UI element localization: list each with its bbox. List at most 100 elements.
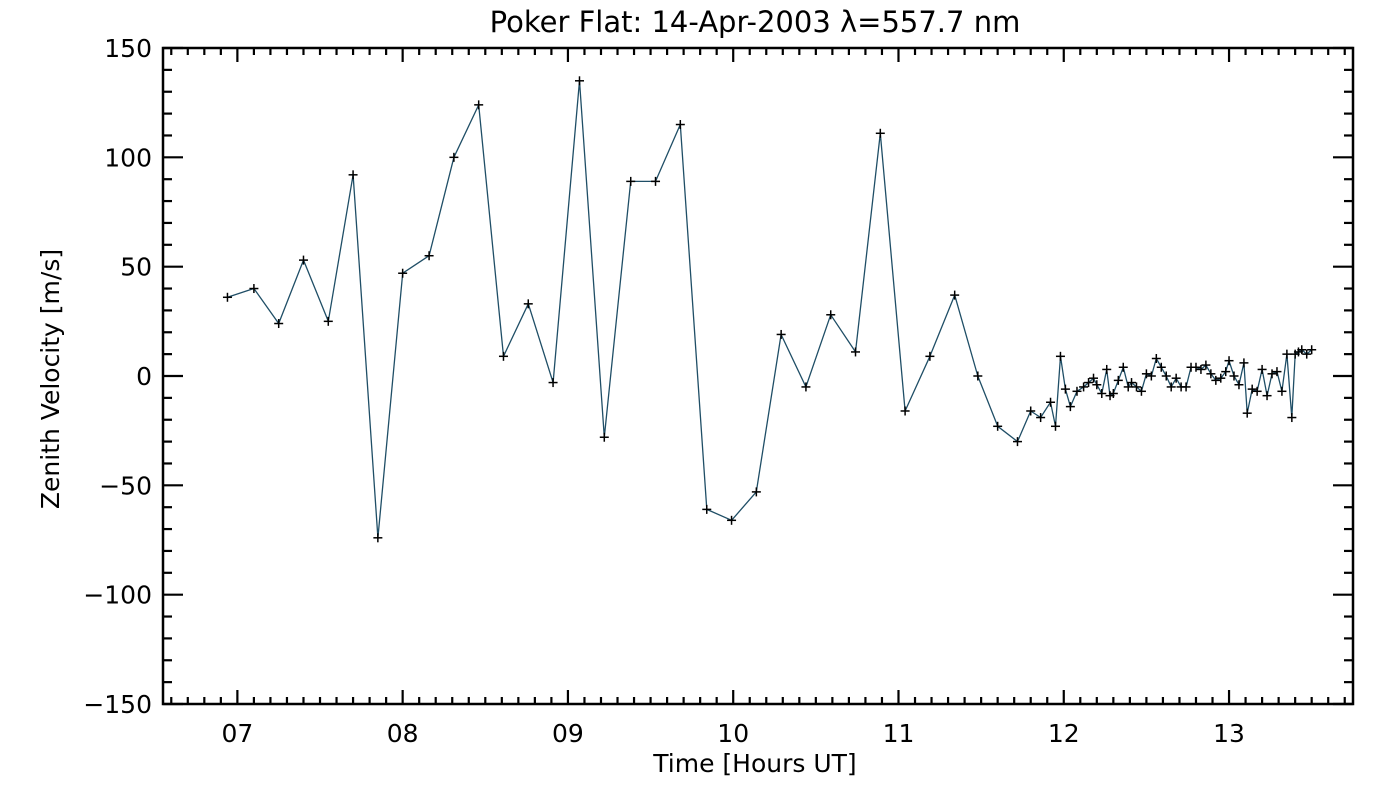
data-point-marker bbox=[222, 292, 232, 302]
data-point-marker bbox=[826, 310, 836, 320]
data-point-marker bbox=[900, 406, 910, 416]
data-point-marker bbox=[1252, 386, 1262, 396]
data-point-marker bbox=[1191, 362, 1201, 372]
x-tick-label: 13 bbox=[1213, 719, 1245, 748]
x-tick-label: 07 bbox=[221, 719, 253, 748]
data-point-marker bbox=[1302, 349, 1312, 359]
data-point-marker bbox=[348, 170, 358, 180]
data-point-marker bbox=[851, 347, 861, 357]
data-point-marker bbox=[1307, 345, 1317, 355]
data-point-marker bbox=[1079, 382, 1089, 392]
data-point-marker bbox=[1247, 384, 1257, 394]
data-point-marker bbox=[1156, 362, 1166, 372]
data-point-marker bbox=[498, 351, 508, 361]
data-point-marker bbox=[1151, 354, 1161, 364]
data-point-marker bbox=[1277, 386, 1287, 396]
data-point-marker bbox=[1026, 406, 1036, 416]
data-point-marker bbox=[1272, 367, 1282, 377]
y-axis-label: Zenith Velocity [m/s] bbox=[36, 249, 65, 509]
data-point-marker bbox=[1089, 373, 1099, 383]
data-point-marker bbox=[1221, 367, 1231, 377]
data-point-marker bbox=[1224, 356, 1234, 366]
data-point-marker bbox=[575, 76, 584, 86]
data-point-marker bbox=[323, 316, 333, 326]
data-point-marker bbox=[1242, 408, 1252, 418]
data-point-marker bbox=[1060, 384, 1070, 394]
data-point-marker bbox=[973, 371, 983, 381]
y-tick-label: 150 bbox=[104, 34, 152, 63]
y-tick-label: −100 bbox=[83, 581, 152, 610]
data-point-marker bbox=[1234, 380, 1244, 390]
data-point-marker bbox=[1036, 413, 1046, 423]
data-point-marker bbox=[1206, 369, 1216, 379]
y-tick-label: −150 bbox=[83, 690, 152, 719]
data-point-marker bbox=[298, 255, 308, 265]
x-tick-label: 11 bbox=[883, 719, 915, 748]
data-point-marker bbox=[1287, 413, 1297, 423]
data-point-marker bbox=[1181, 382, 1191, 392]
data-point-marker bbox=[1161, 371, 1171, 381]
data-point-marker bbox=[249, 284, 259, 294]
data-point-marker bbox=[1257, 364, 1267, 374]
data-point-marker bbox=[1055, 351, 1065, 361]
data-point-marker bbox=[1127, 378, 1137, 388]
data-point-marker bbox=[1092, 380, 1102, 390]
data-point-marker bbox=[1131, 382, 1141, 392]
data-point-marker bbox=[398, 268, 408, 278]
data-point-marker bbox=[651, 176, 661, 186]
data-point-marker bbox=[1201, 360, 1211, 370]
y-tick-label: 0 bbox=[136, 362, 152, 391]
data-point-marker bbox=[626, 176, 636, 186]
data-point-marker bbox=[474, 100, 484, 110]
x-tick-label: 10 bbox=[717, 719, 749, 748]
data-point-marker bbox=[675, 120, 685, 130]
data-point-marker bbox=[1141, 369, 1151, 379]
data-point-marker bbox=[925, 351, 935, 361]
series-line bbox=[227, 80, 1313, 539]
data-point-marker bbox=[1065, 402, 1075, 412]
data-point-marker bbox=[875, 128, 885, 138]
data-point-marker bbox=[1282, 349, 1292, 359]
data-point-marker bbox=[1239, 358, 1249, 368]
data-point-marker bbox=[1118, 362, 1128, 372]
data-point-marker bbox=[751, 487, 761, 497]
data-point-marker bbox=[1113, 375, 1123, 385]
x-tick-label: 09 bbox=[552, 719, 584, 748]
data-point-marker bbox=[274, 319, 284, 329]
data-point-marker bbox=[1216, 373, 1226, 383]
data-point-marker bbox=[727, 515, 737, 525]
x-tick-label: 08 bbox=[387, 719, 419, 748]
chart-title: Poker Flat: 14-Apr-2003 λ=557.7 nm bbox=[490, 5, 1021, 39]
data-point-marker bbox=[1171, 373, 1181, 383]
data-point-marker bbox=[1229, 371, 1239, 381]
data-point-marker bbox=[702, 504, 712, 514]
data-point-marker bbox=[1012, 437, 1022, 447]
x-tick-label: 12 bbox=[1048, 719, 1080, 748]
axis-tick-labels: 07 08 09 10 11 12 13 150 100 50 0 −50 −100 −150 bbox=[83, 34, 1245, 748]
y-tick-label: 100 bbox=[104, 143, 152, 172]
data-point-marker bbox=[1046, 397, 1056, 407]
data-point-marker bbox=[548, 378, 558, 388]
data-point-marker bbox=[801, 382, 811, 392]
data-point-marker bbox=[449, 152, 459, 162]
data-point-marker bbox=[1136, 386, 1146, 396]
data-point-marker bbox=[1196, 364, 1206, 374]
data-point-marker bbox=[1072, 386, 1082, 396]
data-point-marker bbox=[523, 299, 533, 309]
data-point-marker bbox=[1262, 391, 1272, 401]
series-layer bbox=[222, 76, 1317, 543]
data-point-marker bbox=[1051, 421, 1060, 431]
data-point-marker bbox=[950, 290, 960, 300]
data-point-marker bbox=[599, 432, 609, 442]
data-point-marker bbox=[993, 421, 1003, 431]
axis-ticks bbox=[163, 46, 1353, 706]
data-point-marker bbox=[1297, 345, 1307, 355]
data-point-marker bbox=[776, 329, 786, 339]
data-point-marker bbox=[1108, 388, 1118, 398]
data-point-marker bbox=[1146, 371, 1156, 381]
data-point-marker bbox=[373, 533, 383, 543]
y-tick-label: 50 bbox=[120, 253, 152, 282]
data-point-marker bbox=[1102, 364, 1112, 374]
data-point-marker bbox=[1267, 369, 1277, 379]
